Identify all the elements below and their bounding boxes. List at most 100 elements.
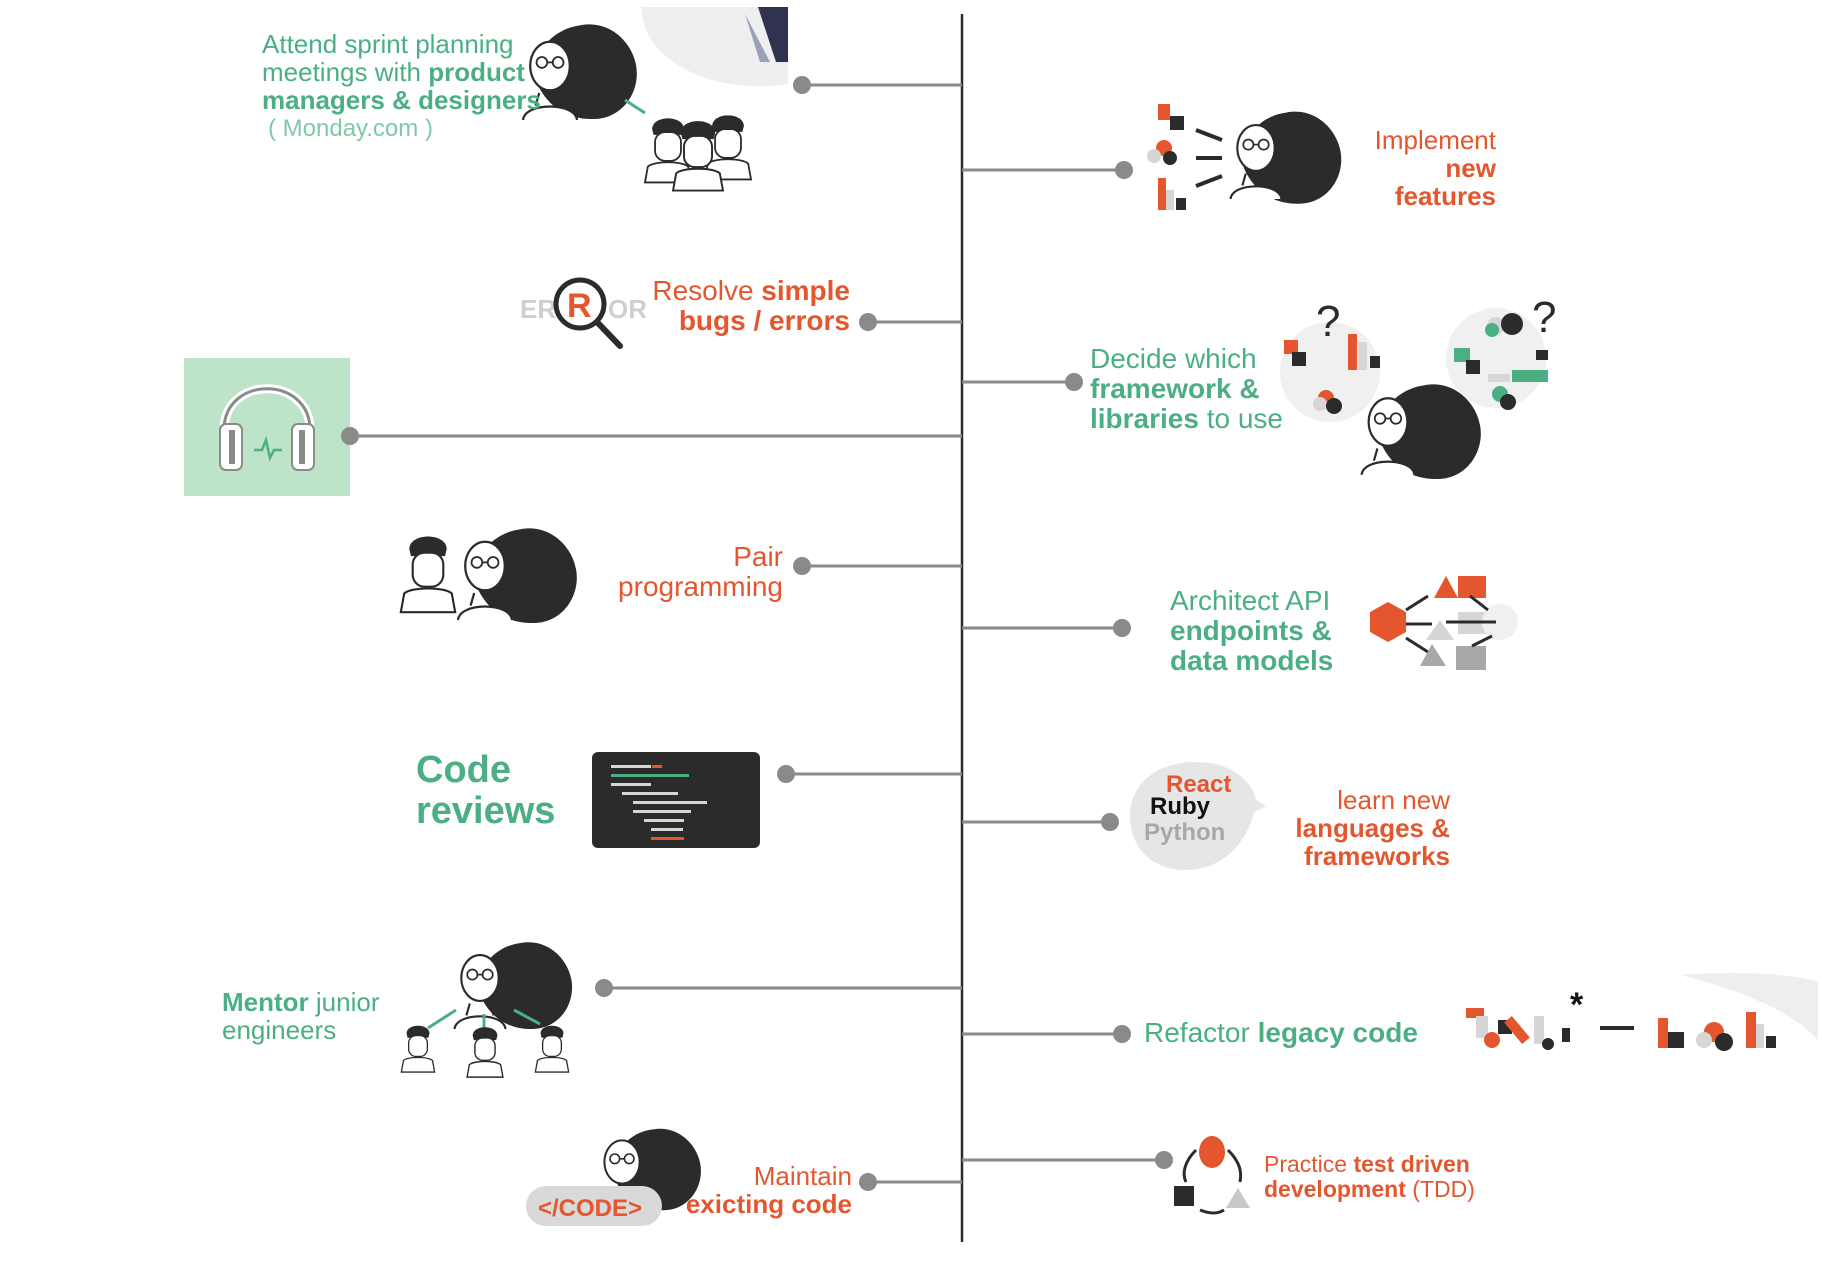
sprint-line1: Attend sprint planning	[262, 29, 514, 59]
woman-with-glasses-icon	[456, 528, 577, 624]
maintain-code-task: </CODE>	[526, 1128, 962, 1226]
magnifier-icon: ER OR R	[520, 277, 647, 349]
framework-line1: Decide which	[1090, 343, 1257, 374]
code-badge	[526, 1186, 662, 1226]
pair-label: Pair programming	[618, 541, 783, 603]
sprint-line3: managers & designers	[262, 85, 541, 116]
node-api	[1113, 619, 1131, 637]
woman-with-glasses-icon	[453, 942, 573, 1031]
messy-blocks-icon	[1466, 1008, 1570, 1050]
man-icon	[399, 535, 457, 614]
tdd-line2: (TDD)	[1405, 1175, 1475, 1202]
maintain-label: Maintain exicting code	[686, 1162, 852, 1218]
learn-languages-task: React Ruby Python	[962, 762, 1266, 870]
team-people-icon	[644, 114, 752, 192]
mentor-line2: engineers	[222, 1015, 337, 1046]
refactor-task: *	[962, 972, 1818, 1051]
clean-blocks-icon	[1658, 1012, 1776, 1051]
code-badge-text: </CODE>	[538, 1195, 642, 1222]
question-mark-icon-2: ?	[1532, 293, 1556, 342]
cloud-shape-2	[1680, 972, 1818, 1040]
learn-line2: languages &	[1295, 813, 1450, 844]
code-reviews-line2: reviews	[416, 790, 556, 833]
code-reviews-task	[592, 752, 962, 848]
node-framework	[1065, 373, 1083, 391]
error-text-left: ER	[520, 294, 556, 324]
tdd-task	[962, 1136, 1250, 1215]
node-podcast	[341, 427, 359, 445]
maintain-line1: Maintain	[753, 1161, 852, 1191]
sprint-label: Attend sprint planning meetings with pro…	[262, 30, 541, 142]
api-line1: Architect API	[1170, 585, 1331, 616]
sprint-planning-task	[521, 7, 962, 192]
tdd-label: Practice test driven development (TDD)	[1264, 1152, 1475, 1202]
node-refactor	[1113, 1025, 1131, 1043]
implement-line2: new	[1445, 153, 1496, 184]
asterisk-icon: *	[1570, 986, 1584, 1024]
sprint-note: ( Monday.com )	[268, 115, 433, 143]
mentor-task	[400, 942, 962, 1078]
node-tdd	[1155, 1151, 1173, 1169]
woman-with-glasses-icon	[1360, 384, 1481, 480]
node-pair	[793, 557, 811, 575]
implement-label: Implement new features	[1375, 126, 1496, 210]
bubble-python: Python	[1144, 819, 1225, 846]
node-implement	[1115, 161, 1133, 179]
api-task	[962, 576, 1518, 670]
podcast-tile	[184, 358, 350, 496]
node-code-reviews	[777, 765, 795, 783]
speech-bubble	[1130, 762, 1266, 870]
sprint-line2: meetings with	[262, 57, 429, 88]
node-mentor	[595, 979, 613, 997]
library-blocks-icon	[1284, 313, 1548, 414]
pair-line2: programming	[618, 571, 783, 603]
woman-with-glasses-icon	[1229, 111, 1342, 204]
node-maintain	[859, 1173, 877, 1191]
pair-line1: Pair	[733, 541, 783, 572]
question-mark-icon: ?	[1316, 297, 1340, 346]
bugs-line2: bugs / errors	[678, 305, 850, 337]
api-graph-icon	[1370, 576, 1518, 670]
cloud-flag-icon	[758, 7, 788, 62]
framework-task: ? ?	[962, 293, 1556, 480]
bugs-line1-bold: simple	[761, 275, 850, 306]
implement-line1: Implement	[1374, 125, 1496, 155]
code-reviews-label: Code reviews	[416, 749, 556, 833]
node-learn	[1101, 813, 1119, 831]
learn-line3: frameworks	[1304, 841, 1450, 872]
pair-programming-task	[399, 528, 962, 624]
mentor-line1: junior	[308, 987, 380, 1017]
api-line2: endpoints &	[1170, 615, 1332, 647]
feature-blocks-icon	[1147, 104, 1223, 210]
framework-label: Decide which framework & libraries to us…	[1090, 343, 1284, 435]
implement-task	[962, 104, 1342, 210]
tdd-line2-bold: development	[1264, 1175, 1406, 1202]
tdd-line1: Practice	[1264, 1151, 1354, 1177]
node-bugs	[859, 313, 877, 331]
error-letter-r: R	[567, 287, 592, 325]
junior-engineers-icon	[400, 1025, 570, 1078]
bubble-ruby: Ruby	[1150, 793, 1211, 820]
api-line3: data models	[1170, 645, 1334, 677]
framework-line3-bold: libraries	[1090, 403, 1199, 435]
mentor-bold: Mentor	[222, 987, 309, 1017]
bugs-line1: Resolve	[652, 275, 762, 306]
framework-line2: framework &	[1090, 373, 1260, 405]
node-sprint	[793, 76, 811, 94]
bubble-react: React	[1166, 771, 1231, 798]
headphones-icon	[219, 384, 315, 471]
maintain-line2: exicting code	[685, 1189, 852, 1220]
learn-label: learn new languages & frameworks	[1295, 786, 1450, 870]
error-text-right: OR	[608, 294, 647, 324]
refactor-label: Refactor legacy code	[1144, 1017, 1418, 1048]
tdd-line1-bold: test driven	[1353, 1151, 1470, 1177]
api-label: Architect API endpoints & data models	[1170, 585, 1334, 677]
framework-line3: to use	[1198, 403, 1284, 435]
tdd-cycle-icon	[1174, 1136, 1250, 1215]
learn-line1: learn new	[1337, 785, 1450, 815]
implement-line3: features	[1394, 181, 1496, 212]
podcast-task	[184, 358, 962, 496]
refactor-bold: legacy code	[1257, 1017, 1418, 1048]
refactor-plain: Refactor	[1144, 1017, 1258, 1048]
